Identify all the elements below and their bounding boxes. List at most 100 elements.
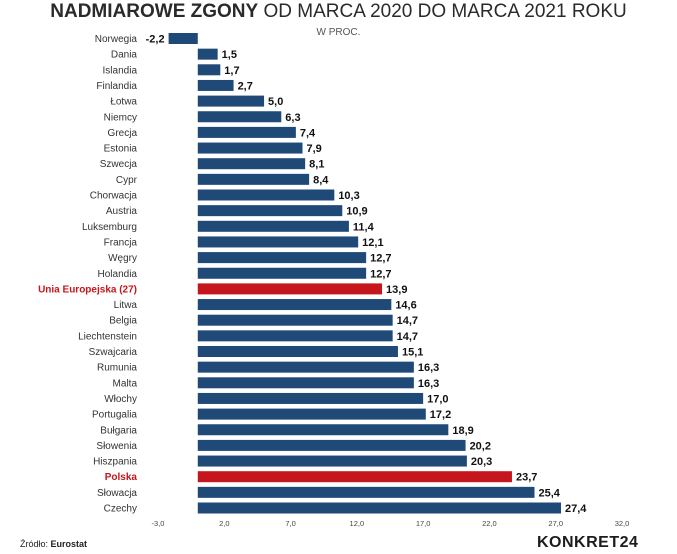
category-label: Chorwacja <box>90 191 138 202</box>
data-label: 8,1 <box>309 159 324 171</box>
chart-subtitle: W PROC. <box>316 27 361 38</box>
bar <box>197 314 393 326</box>
category-label: Estonia <box>104 144 138 155</box>
data-label: 1,7 <box>224 65 239 77</box>
category-label: Hiszpania <box>93 457 137 468</box>
source-label: Źródło: <box>20 539 49 549</box>
bar <box>197 283 383 295</box>
bar <box>197 189 335 201</box>
data-label: 8,4 <box>313 174 329 186</box>
category-label: Islandia <box>103 65 138 76</box>
bar <box>197 502 562 514</box>
data-label: 10,3 <box>338 190 359 202</box>
bar <box>197 408 426 420</box>
bar <box>197 64 221 76</box>
title-bold: NADMIAROWE ZGONY <box>50 1 259 22</box>
bar <box>197 158 306 170</box>
data-label: 13,9 <box>386 284 407 296</box>
data-label: 7,9 <box>307 143 322 155</box>
bar <box>197 361 414 373</box>
data-label: 16,3 <box>418 378 439 390</box>
source-note: Źródło: Eurostat <box>20 539 87 549</box>
category-label: Austria <box>106 206 138 217</box>
data-label: 12,7 <box>370 268 391 280</box>
data-label: 16,3 <box>418 362 439 374</box>
category-label: Niemcy <box>104 112 137 123</box>
category-label: Włochy <box>104 394 137 405</box>
data-label: 10,9 <box>346 206 367 218</box>
x-tick-label: 22,0 <box>482 519 497 528</box>
data-label: 27,4 <box>565 503 587 515</box>
bar <box>197 377 414 389</box>
data-label: 15,1 <box>402 347 423 359</box>
category-label: Grecja <box>108 128 138 139</box>
data-label: 12,7 <box>370 253 391 265</box>
bar <box>197 95 265 107</box>
category-label: Luksemburg <box>82 222 137 233</box>
x-tick-label: 12,0 <box>350 519 365 528</box>
bar <box>197 236 359 248</box>
data-label: 20,2 <box>470 440 491 452</box>
data-label: 17,2 <box>430 409 451 421</box>
category-label: Rumunia <box>97 363 137 374</box>
x-tick-label: 32,0 <box>615 519 630 528</box>
data-label: 14,7 <box>397 315 418 327</box>
bar <box>197 48 218 60</box>
bar <box>197 330 393 342</box>
category-label: Belgia <box>109 316 137 327</box>
category-label: Słowacja <box>97 488 137 499</box>
category-label: Słowenia <box>96 441 137 452</box>
category-label: Czechy <box>104 504 137 515</box>
x-tick-label: 7,0 <box>285 519 295 528</box>
data-label: 14,6 <box>395 300 416 312</box>
data-label: 11,4 <box>353 221 375 233</box>
category-label: Dania <box>111 50 138 61</box>
data-label: 18,9 <box>452 425 473 437</box>
data-label: 1,5 <box>222 49 237 61</box>
bar <box>197 142 303 154</box>
data-label: 5,0 <box>268 96 283 108</box>
bar <box>197 392 424 404</box>
title-rest: OD MARCA 2020 DO MARCA 2021 ROKU <box>263 1 627 22</box>
bar <box>197 267 367 279</box>
category-label: Francja <box>104 237 138 248</box>
source-value: Eurostat <box>50 539 88 549</box>
bar <box>197 173 310 185</box>
category-label: Szwajcaria <box>89 347 138 358</box>
bar <box>197 471 512 483</box>
x-tick-label: -3,0 <box>152 519 165 528</box>
category-label: Cypr <box>116 175 138 186</box>
data-label: 14,7 <box>397 331 418 343</box>
bar <box>197 455 467 467</box>
bar <box>197 126 296 138</box>
category-label: Szwecja <box>100 159 138 170</box>
chart-title: NADMIAROWE ZGONY OD MARCA 2020 DO MARCA … <box>0 1 677 23</box>
category-label: Litwa <box>114 300 138 311</box>
data-label: 6,3 <box>285 112 300 124</box>
bar <box>168 33 198 44</box>
data-label: 2,7 <box>238 80 253 92</box>
data-label: 23,7 <box>516 472 537 484</box>
category-label: Malta <box>113 378 138 389</box>
category-label: Unia Europejska (27) <box>38 284 137 295</box>
bar <box>197 79 234 91</box>
data-label: 25,4 <box>539 487 561 499</box>
data-label: 17,0 <box>427 393 448 405</box>
category-label: Polska <box>105 472 138 483</box>
category-label: Liechtenstein <box>78 331 137 342</box>
bar <box>197 439 466 451</box>
x-tick-label: 17,0 <box>416 519 431 528</box>
x-tick-label: 27,0 <box>548 519 563 528</box>
bar <box>197 424 449 436</box>
data-label: -2,2 <box>146 34 165 46</box>
data-label: 12,1 <box>362 237 383 249</box>
brand-logo: KONKRET24 <box>537 534 639 551</box>
bar <box>197 486 535 498</box>
category-label: Holandia <box>98 269 138 280</box>
category-label: Norwegia <box>95 34 138 45</box>
data-label: 20,3 <box>471 456 492 468</box>
bar <box>197 220 349 232</box>
x-tick-label: 2,0 <box>219 519 229 528</box>
bar <box>197 252 367 264</box>
